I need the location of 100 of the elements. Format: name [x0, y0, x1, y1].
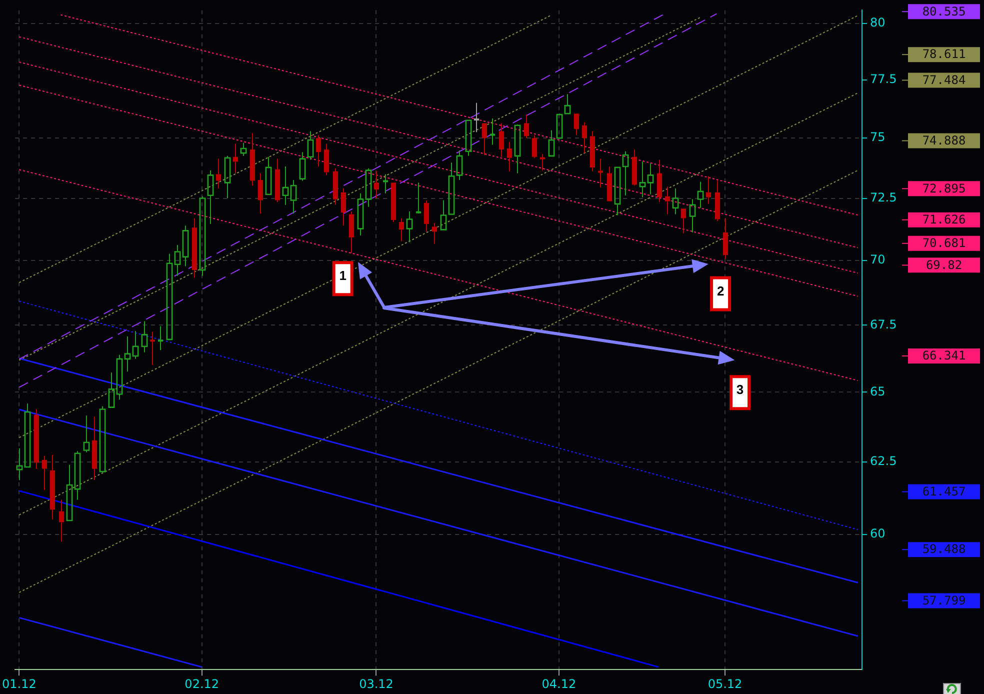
- candlestick: [656, 159, 662, 202]
- y-tick-label: 80: [870, 16, 886, 30]
- candlestick: [216, 158, 222, 190]
- candlestick: [672, 188, 679, 215]
- candlestick: [66, 464, 73, 522]
- ref-line-label: 80.535: [922, 4, 966, 18]
- candlestick: [34, 408, 40, 470]
- candlestick: [632, 148, 638, 186]
- ref-line-label: 71.626: [922, 212, 966, 226]
- candlestick: [432, 222, 438, 244]
- candlestick: [166, 253, 173, 340]
- y-tick-label: 67.5: [870, 317, 897, 332]
- candlestick: [141, 320, 148, 353]
- ref-line-label: 61.457: [922, 484, 966, 498]
- candlestick: [482, 123, 488, 156]
- candlestick: [414, 182, 422, 214]
- candlestick: [374, 170, 380, 199]
- candlestick: [207, 170, 214, 224]
- x-tick-label: 02.12: [184, 676, 220, 691]
- candlestick: [532, 134, 538, 158]
- candlestick: [24, 402, 31, 468]
- ref-line-label: 59.488: [922, 542, 966, 556]
- candlestick: [316, 134, 322, 167]
- candlestick: [332, 168, 338, 206]
- candlestick: [606, 166, 612, 202]
- candlestick: [92, 416, 98, 481]
- x-tick-label: 03.12: [359, 676, 394, 691]
- candlestick: [365, 168, 372, 208]
- candlestick: [456, 150, 463, 181]
- candlestick: [697, 181, 704, 208]
- ref-line-label: 72.895: [922, 181, 966, 196]
- candlestick: [192, 218, 198, 278]
- candlestick: [265, 156, 272, 196]
- candlestick: [524, 114, 530, 139]
- y-tick-label: 62.5: [870, 454, 897, 468]
- y-tick-label: 77.5: [870, 72, 897, 86]
- candlestick: [514, 124, 521, 174]
- candlestick: [424, 200, 430, 232]
- candlestick: [250, 132, 256, 186]
- candlestick: [42, 455, 48, 490]
- candlestick: [706, 176, 712, 204]
- candlestick: [472, 102, 480, 133]
- candlestick: [382, 174, 390, 194]
- candlestick: [722, 218, 728, 260]
- candlestick: [680, 208, 686, 234]
- candlestick: [156, 326, 164, 351]
- candlestick: [390, 182, 396, 222]
- candlestick: [116, 354, 123, 400]
- candlestick: [232, 143, 238, 174]
- candlestick: [689, 198, 696, 233]
- candlestick: [590, 130, 596, 172]
- y-tick-label: 60: [870, 526, 886, 540]
- candlestick: [274, 158, 280, 202]
- candlestick: [538, 154, 546, 171]
- candlestick: [148, 331, 156, 366]
- candlestick: [564, 94, 571, 114]
- candlestick: [224, 155, 231, 199]
- ref-line-label: 78.611: [922, 47, 966, 62]
- y-tick-label: 65: [870, 384, 886, 398]
- candlestick: [357, 192, 364, 236]
- ref-line-label: 77.484: [922, 72, 966, 87]
- candlestick: [614, 166, 621, 216]
- candlestick: [340, 188, 346, 226]
- candlestick: [258, 172, 264, 214]
- candlestick: [582, 122, 588, 154]
- y-tick-label: 75: [870, 130, 886, 144]
- candlestick: [714, 180, 720, 222]
- candlestick: [282, 166, 289, 206]
- ref-line-label: 70.681: [922, 236, 966, 250]
- candlestick: [506, 141, 512, 172]
- candlestick: [647, 163, 654, 195]
- candlestick: [548, 130, 555, 157]
- candlestick: [174, 244, 181, 276]
- annotation: 1: [339, 268, 346, 284]
- candlestick: [182, 225, 189, 267]
- candlestick: [398, 218, 404, 242]
- candlestick: [58, 499, 64, 542]
- annotation: 3: [736, 382, 744, 398]
- x-tick-label: 05.12: [708, 676, 742, 691]
- x-tick-label: 01.12: [2, 676, 36, 691]
- candlestick: [596, 158, 604, 188]
- candlestick: [108, 372, 115, 408]
- candlestick: [488, 118, 496, 146]
- candlestick: [290, 180, 297, 214]
- candlestick: [132, 330, 139, 360]
- candlestick: [50, 454, 56, 520]
- ref-line-label: 74.888: [922, 133, 966, 148]
- candlestick: [440, 200, 447, 230]
- candlestick: [622, 150, 629, 196]
- candlestick: [307, 130, 314, 160]
- candlestick: [324, 143, 330, 176]
- candlestick: [83, 415, 90, 453]
- candlestick: [16, 448, 23, 481]
- annotation: 2: [716, 283, 724, 298]
- candlestick: [639, 161, 646, 198]
- candlestick: [124, 336, 131, 372]
- candlestick: [406, 211, 413, 243]
- y-tick-label: 72.5: [870, 190, 897, 204]
- ref-line-label: 66.341: [922, 348, 966, 363]
- candlestick: [74, 450, 81, 500]
